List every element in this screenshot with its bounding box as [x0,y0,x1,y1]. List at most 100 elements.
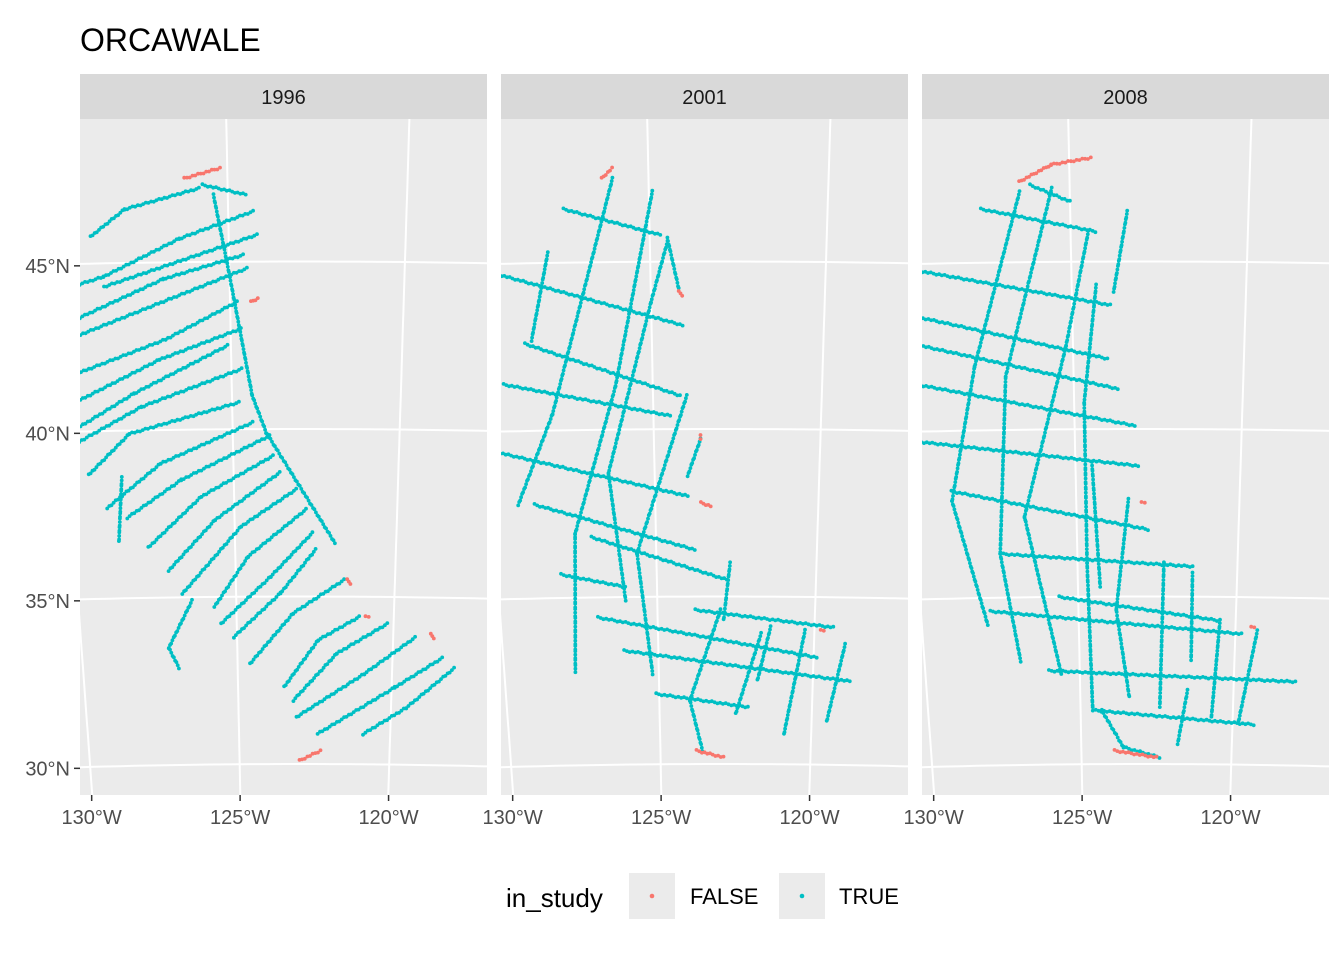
facet-panel-2008: 2008 [922,74,1329,795]
data-point-true [65,309,69,313]
gridline-lon [808,119,832,795]
data-point-true [75,441,79,445]
data-point-true [669,441,674,446]
data-point-true [555,353,559,358]
data-point-true [651,499,655,504]
data-point-true [387,716,392,720]
data-point-true [524,482,528,486]
data-point-true [573,359,578,363]
data-point-true [621,410,626,415]
data-point-true [1094,519,1098,524]
data-point-true [571,468,576,473]
data-point-true [971,571,975,575]
data-point-true [1158,687,1163,692]
data-point-true [617,427,622,432]
data-point-true [160,531,165,536]
gridline-lat [80,428,487,433]
data-point-true [1018,656,1022,661]
data-point-true [1160,611,1165,616]
data-point-true [299,690,303,694]
data-point-true [168,566,173,571]
data-point-true [177,515,181,520]
facet-strip [501,74,908,119]
series-false [599,165,826,759]
data-point-true [567,346,571,351]
data-point-true [648,197,653,202]
data-point-true [642,233,646,238]
data-point-true [956,463,960,467]
gridline-lon [1229,119,1253,795]
data-point-true [71,374,75,378]
data-point-true [1100,302,1104,307]
data-point-true [214,209,219,214]
data-point-true [1060,359,1064,364]
data-point-true [607,189,611,194]
data-point-true [135,480,140,485]
data-point-true [715,615,720,620]
data-point-true [547,350,551,355]
data-point-true [1003,246,1007,251]
data-point-true [998,551,1003,556]
data-point-true [1030,550,1035,554]
data-point-true [617,553,622,558]
data-point-true [1000,491,1004,495]
data-point-true [573,587,578,592]
data-point-true [147,252,151,256]
data-point-true [537,294,542,299]
data-point-true [1093,230,1098,235]
data-point-true [1214,654,1219,658]
data-point-true [781,650,786,654]
data-point-true [1012,625,1017,630]
data-point-true [1047,372,1052,377]
data-point-true [65,311,69,315]
data-point-true [578,300,583,305]
data-point-true [1126,689,1131,693]
data-point-true [979,337,984,342]
data-point-true [569,338,574,342]
data-point-true [641,599,646,603]
data-point-true [963,544,968,549]
data-point-true [214,485,219,490]
data-point-true [531,327,536,331]
data-point-true [445,671,450,676]
data-point-true [831,691,836,696]
data-point-true [1086,228,1091,233]
data-point-true [725,588,729,593]
data-point-true [327,659,332,664]
data-point-true [1033,560,1038,565]
data-point-true [225,431,230,435]
data-point-true [645,632,650,637]
data-point-true [619,419,624,424]
data-point-true [714,620,718,625]
data-point-true [1006,335,1011,340]
data-point-true [237,567,241,572]
data-point-true [999,515,1004,520]
data-point-true [65,320,69,324]
data-point-true [291,699,296,703]
data-point-true [1090,686,1094,690]
data-point-true [290,673,295,677]
data-point-true [306,650,311,655]
data-point-true [545,253,550,258]
data-point-true [1041,371,1046,376]
data-point-true [654,489,659,494]
data-point-true [124,412,129,417]
data-point-true [712,637,717,642]
data-point-true [187,386,191,391]
data-point-true [1216,640,1220,645]
data-point-true [285,582,290,587]
data-point-true [1003,385,1008,389]
data-point-true [1096,383,1101,388]
data-point-true [120,295,125,299]
data-point-true [1085,557,1089,562]
data-point-true [727,564,732,568]
data-point-true [1121,652,1125,657]
data-point-true [162,489,167,494]
data-point-true [1086,593,1091,598]
data-point-true [573,663,578,668]
data-point-true [573,568,578,573]
data-point-true [922,345,923,348]
data-point-true [1087,616,1092,621]
data-point-true [255,406,260,411]
data-point-true [574,319,578,324]
